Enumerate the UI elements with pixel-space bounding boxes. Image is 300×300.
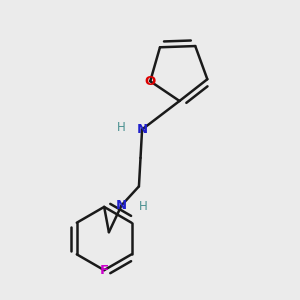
Text: F: F xyxy=(100,264,109,277)
Text: O: O xyxy=(145,75,156,88)
Text: N: N xyxy=(116,199,127,212)
Text: H: H xyxy=(117,122,126,134)
Text: H: H xyxy=(139,200,148,213)
Text: N: N xyxy=(136,123,148,136)
